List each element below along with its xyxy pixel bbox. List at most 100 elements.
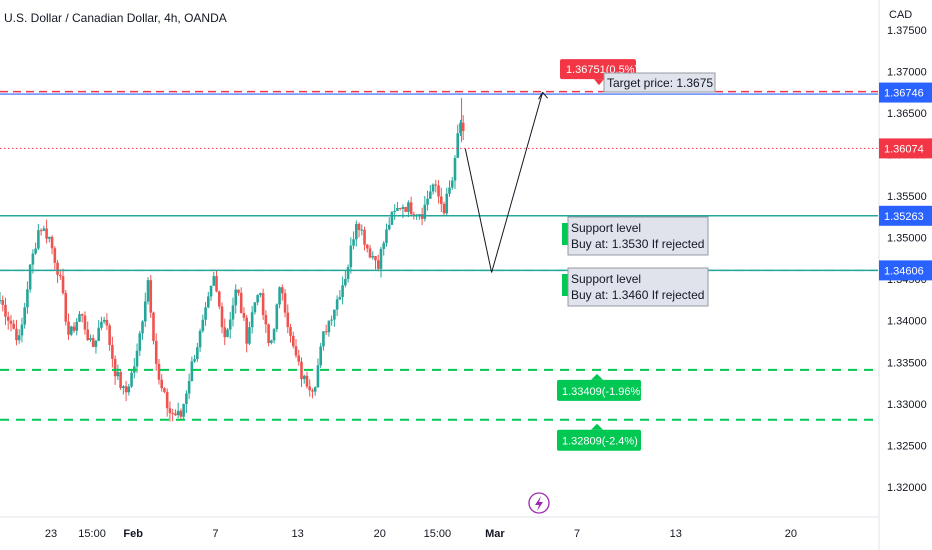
candle-body xyxy=(31,253,35,265)
candle-body xyxy=(401,207,405,209)
y-tick-label: 1.32000 xyxy=(887,482,927,494)
candle-body xyxy=(393,210,396,213)
candle-body xyxy=(17,335,21,341)
x-tick-label: 13 xyxy=(291,528,303,540)
y-tick-label: 1.37000 xyxy=(887,66,927,78)
candle-body xyxy=(237,289,240,293)
candle-body xyxy=(116,371,120,377)
candle-body xyxy=(69,326,73,335)
stop-label-box xyxy=(557,429,641,451)
candle-body xyxy=(6,316,10,321)
x-tick-label: 20 xyxy=(374,528,386,540)
candle-body xyxy=(456,133,460,158)
candle-body xyxy=(352,239,355,246)
candle-body xyxy=(78,314,81,322)
candle-body xyxy=(201,319,205,331)
price-badge-label: 1.34606 xyxy=(884,265,924,277)
target-badge-pointer xyxy=(594,79,604,86)
candle-body xyxy=(379,248,383,269)
y-tick-label: 1.35500 xyxy=(887,191,927,203)
candle-body xyxy=(289,327,292,336)
candle-body xyxy=(171,413,174,415)
support-2-marker xyxy=(562,274,572,296)
stop-label-text: 1.33409(-1.96%) xyxy=(562,386,644,398)
candle-body xyxy=(130,372,133,387)
x-tick-label: 23 xyxy=(45,528,57,540)
candle-body xyxy=(91,338,95,347)
candle-body xyxy=(338,297,342,300)
target-text: Target price: 1.3675 xyxy=(607,76,713,90)
candle-body xyxy=(190,361,194,382)
candle-body xyxy=(302,375,306,380)
candle-body xyxy=(324,331,328,333)
price-badge-label: 1.35263 xyxy=(884,211,924,223)
candle-body xyxy=(157,363,161,380)
candle-body xyxy=(281,287,284,294)
current-price-badge xyxy=(879,138,932,159)
candle-body xyxy=(267,324,270,344)
support-2-box xyxy=(567,267,709,307)
candle-body xyxy=(294,346,298,356)
candle-body xyxy=(50,236,54,249)
y-tick-label: 1.34000 xyxy=(887,316,927,328)
candle-body xyxy=(182,404,185,417)
target-text-box xyxy=(603,72,716,93)
candle-body xyxy=(122,386,125,388)
candle-body xyxy=(86,329,90,341)
candle-body xyxy=(141,321,144,334)
candle-body xyxy=(270,340,273,344)
candle-body xyxy=(341,285,344,298)
support-1-marker xyxy=(562,223,572,245)
candle-body xyxy=(256,295,259,303)
candle-body xyxy=(308,386,312,391)
candle-body xyxy=(198,330,202,348)
candle-body xyxy=(39,230,43,232)
candle-body xyxy=(453,157,457,181)
candle-body xyxy=(154,340,158,364)
candle-body xyxy=(143,301,147,322)
candle-body xyxy=(355,223,358,240)
y-tick-label: 1.33500 xyxy=(887,357,927,369)
lightning-bolt-icon xyxy=(528,492,550,514)
candle-body xyxy=(94,340,98,347)
candle-body xyxy=(242,313,246,318)
candle-body xyxy=(426,198,429,205)
candle-body xyxy=(185,393,188,405)
candle-body xyxy=(4,304,7,317)
candle-body xyxy=(439,196,443,204)
candle-body xyxy=(100,321,103,328)
candle-body xyxy=(102,319,106,322)
candle-body xyxy=(113,358,117,377)
candle-body xyxy=(291,335,295,347)
candle-body xyxy=(313,387,317,392)
candle-body xyxy=(1,300,5,305)
candle-body xyxy=(319,346,322,366)
candle-body xyxy=(111,344,114,359)
candle-body xyxy=(209,285,213,297)
candle-body xyxy=(300,361,303,380)
candle-body xyxy=(152,312,155,341)
candle-body xyxy=(15,328,18,341)
candle-body xyxy=(286,312,290,328)
candle-body xyxy=(149,280,153,313)
candle-body xyxy=(135,350,139,367)
candle-body xyxy=(239,292,243,314)
candle-body xyxy=(146,280,150,302)
candle-body xyxy=(429,191,432,199)
candle-body xyxy=(407,202,410,212)
candle-body xyxy=(204,307,207,320)
candle-body xyxy=(83,315,87,330)
candle-body xyxy=(67,321,70,335)
support-1-box xyxy=(567,216,709,256)
candle-body xyxy=(220,306,224,328)
candle-body xyxy=(330,319,333,321)
stop-label-pointer xyxy=(591,423,603,430)
candle-body xyxy=(53,248,57,263)
candle-body xyxy=(278,287,281,305)
candle-body xyxy=(357,223,361,231)
candle-body xyxy=(215,276,218,292)
candle-body xyxy=(187,381,191,394)
candle-body xyxy=(217,291,221,307)
lightning-bolt-shape xyxy=(535,496,543,511)
